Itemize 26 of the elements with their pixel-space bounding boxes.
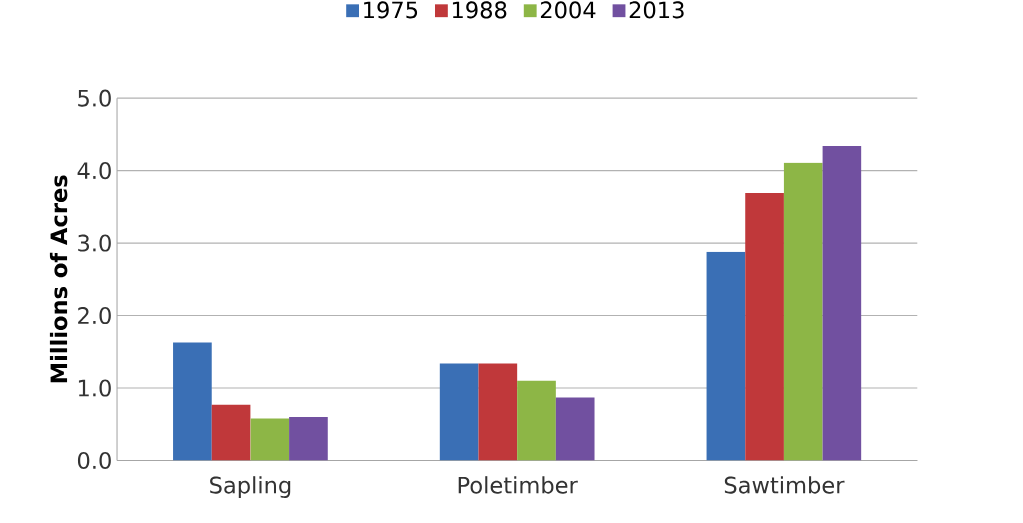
y-tick-label: 0.0 <box>77 452 111 470</box>
y-tick-label: 1.0 <box>78 379 111 397</box>
legend-label: 1988 <box>452 1 507 19</box>
bar <box>250 418 290 461</box>
legend-label: 2013 <box>629 1 684 19</box>
bar <box>478 363 518 461</box>
y-tick-label: 5.0 <box>78 89 111 107</box>
bar <box>173 342 212 461</box>
bar <box>439 363 479 461</box>
x-tick-label: Poletimber <box>458 476 578 494</box>
y-tick-label: 2.0 <box>78 307 111 325</box>
bar <box>211 404 251 461</box>
legend-label: 1975 <box>364 1 418 19</box>
bar <box>783 162 823 461</box>
y-tick-label: 3.0 <box>78 234 111 252</box>
y-tick-label: 4.0 <box>77 162 111 180</box>
bar <box>822 146 862 461</box>
x-tick-label: Sawtimber <box>724 476 845 494</box>
legend-label: 2004 <box>540 1 596 19</box>
bar <box>706 251 746 461</box>
y-axis-title: Millions of Acres <box>49 175 68 383</box>
bar <box>517 380 556 461</box>
bar <box>745 193 784 461</box>
bar <box>289 417 328 461</box>
bar <box>555 397 595 461</box>
x-tick-label: Sapling <box>210 476 291 499</box>
